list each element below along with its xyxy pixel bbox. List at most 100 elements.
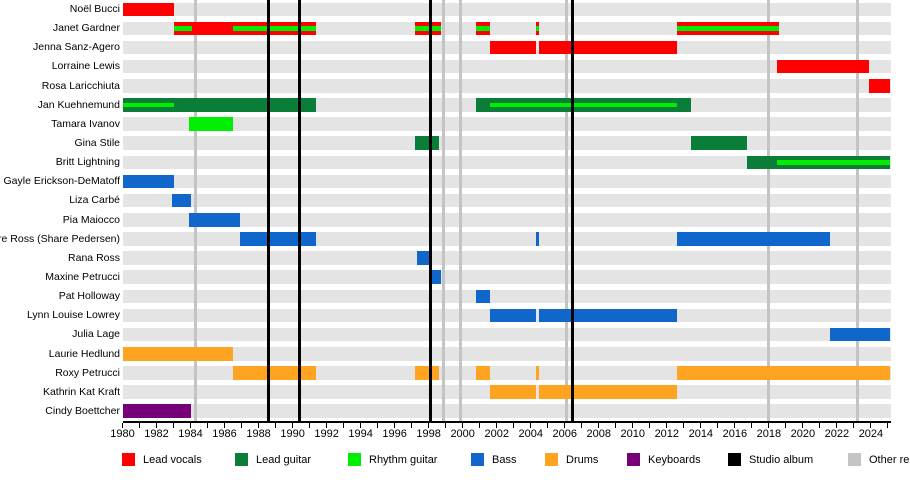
timeline-bar	[188, 117, 234, 131]
axis-tick	[717, 422, 719, 428]
axis-tick	[819, 422, 821, 428]
legend-item: Drums	[545, 453, 655, 467]
axis-tick-label: 1998	[416, 428, 441, 440]
timeline-bar	[489, 308, 536, 323]
axis-tick	[887, 422, 889, 428]
axis-tick	[241, 422, 243, 428]
member-label: Noël Bucci	[69, 3, 120, 15]
member-label: Rosa Laricchiuta	[41, 79, 120, 92]
member-label: Roxy Petrucci	[55, 366, 120, 379]
axis-tick-label: 2022	[824, 428, 850, 440]
legend-label: Keyboards	[648, 454, 701, 466]
timeline-bar	[535, 232, 540, 246]
axis-tick-label: 2002	[484, 428, 509, 440]
axis-tick	[377, 422, 379, 428]
timeline-bar	[677, 232, 831, 246]
axis-tick	[581, 422, 583, 428]
legend-swatch	[728, 453, 741, 466]
timeline-bar	[122, 2, 174, 16]
axis-tick-label: 1994	[348, 428, 373, 440]
rhythm-guitar-stripe	[122, 102, 174, 108]
axis-tick-label: 1990	[280, 428, 305, 440]
legend-item: Rhythm guitar	[348, 453, 458, 467]
legend-item: Other releases	[848, 453, 910, 467]
member-label: Pat Holloway	[58, 290, 120, 303]
axis-tick	[802, 422, 804, 428]
member-label: Liza Carbé	[69, 194, 120, 207]
axis-tick	[156, 422, 158, 428]
member-track	[122, 289, 891, 304]
timeline-bar	[830, 327, 891, 342]
axis-tick	[666, 422, 668, 428]
other-release-line	[564, 0, 568, 421]
axis-tick-label: 2018	[756, 428, 782, 440]
legend-label: Lead guitar	[256, 454, 312, 466]
axis-tick	[343, 422, 345, 428]
axis-tick	[309, 422, 311, 428]
timeline-bar	[489, 40, 536, 55]
timeline-bar	[122, 347, 234, 361]
studio-album-line	[297, 0, 301, 421]
other-release-line	[767, 0, 771, 421]
axis-tick	[751, 422, 753, 428]
rhythm-guitar-stripe	[173, 26, 193, 31]
member-label: Britt Lightning	[55, 156, 120, 169]
timeline-bar	[171, 193, 191, 208]
member-label: Jan Kuehnemund	[37, 98, 120, 111]
axis-tick	[360, 422, 362, 428]
axis-tick	[258, 422, 260, 428]
member-label: Share Ross (Share Pedersen)	[0, 232, 120, 245]
timeline-bar	[233, 366, 317, 380]
axis-tick-label: 1986	[212, 428, 237, 440]
axis-tick-label: 1982	[144, 428, 169, 440]
timeline-bar	[415, 366, 439, 380]
axis-tick	[275, 422, 277, 428]
timeline-bar	[122, 174, 174, 189]
axis-tick	[598, 422, 600, 428]
legend-label: Lead vocals	[143, 454, 202, 466]
axis-tick	[513, 422, 515, 428]
legend-swatch	[545, 453, 558, 466]
other-release-line	[194, 0, 198, 421]
axis-tick-label: 2016	[722, 428, 748, 440]
x-axis-line	[122, 420, 891, 423]
axis-tick	[564, 422, 566, 428]
member-track	[122, 213, 891, 227]
member-track	[122, 347, 891, 361]
rhythm-guitar-stripe	[777, 160, 891, 165]
axis-tick	[224, 422, 226, 428]
timeline-bar	[415, 136, 439, 150]
timeline-bar	[416, 251, 429, 265]
axis-tick	[700, 422, 702, 428]
timeline-bar	[122, 404, 191, 418]
axis-tick	[649, 422, 651, 428]
axis-tick	[615, 422, 617, 428]
axis-tick	[530, 422, 532, 428]
legend-swatch	[627, 453, 640, 466]
axis-tick-label: 2012	[654, 428, 680, 440]
member-label: Laurie Hedlund	[48, 347, 120, 360]
timeline-bar	[777, 59, 870, 74]
axis-tick	[768, 422, 770, 428]
member-track	[122, 327, 891, 342]
member-label: Janet Gardner	[52, 22, 120, 35]
rhythm-guitar-stripe	[233, 26, 317, 31]
member-label: Pia Maiocco	[62, 213, 120, 226]
member-label: Lorraine Lewis	[51, 60, 120, 73]
studio-album-line	[428, 0, 432, 421]
member-label: Maxine Petrucci	[45, 270, 120, 283]
axis-tick-label: 1996	[382, 428, 407, 440]
axis-tick	[479, 422, 481, 428]
studio-album-line	[267, 0, 271, 421]
axis-tick	[462, 422, 464, 428]
legend-label: Rhythm guitar	[369, 454, 438, 466]
member-label: Julia Lage	[72, 328, 120, 341]
legend-item: Studio album	[728, 453, 838, 467]
member-track	[122, 270, 891, 284]
timeline-bar	[869, 79, 891, 93]
axis-tick	[870, 422, 872, 428]
axis-tick	[428, 422, 430, 428]
legend-swatch	[471, 453, 484, 466]
axis-tick	[734, 422, 736, 428]
